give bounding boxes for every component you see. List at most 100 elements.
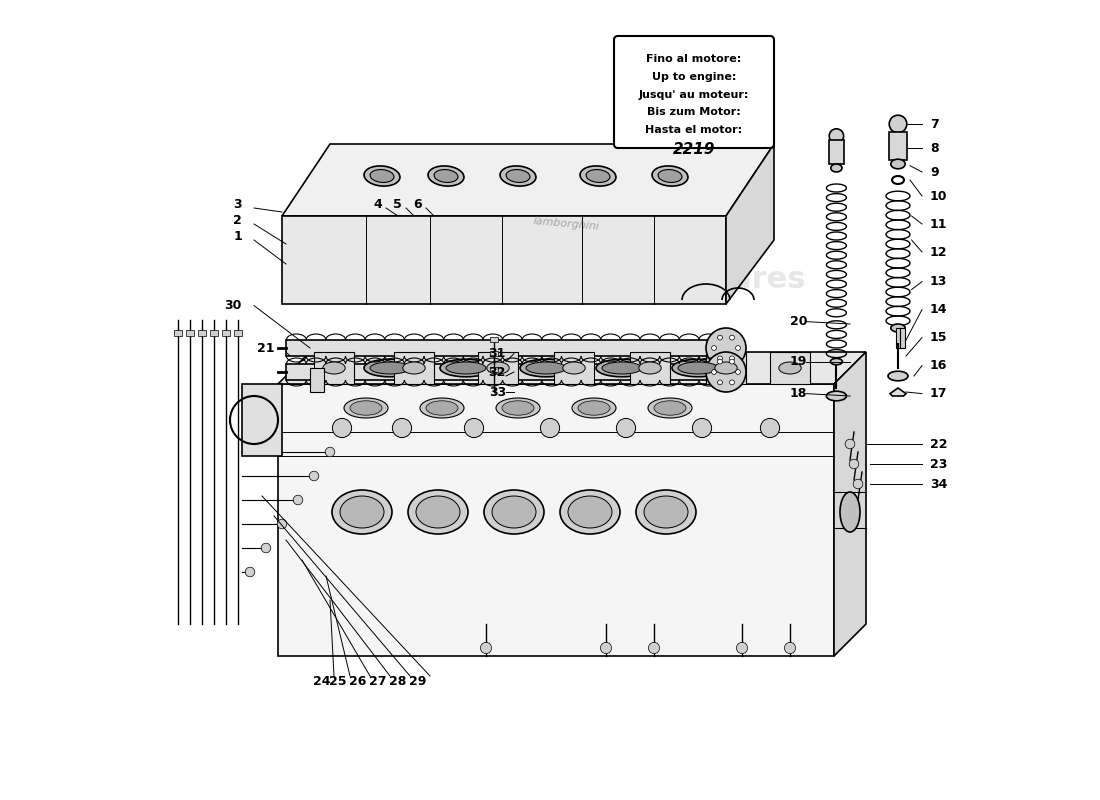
Circle shape: [717, 356, 723, 361]
Polygon shape: [278, 352, 866, 384]
Bar: [174, 330, 182, 336]
Text: 31: 31: [488, 347, 506, 360]
Ellipse shape: [830, 164, 842, 172]
Polygon shape: [282, 216, 726, 304]
Ellipse shape: [652, 166, 688, 186]
Circle shape: [245, 567, 255, 577]
Text: 15: 15: [930, 331, 947, 344]
Ellipse shape: [779, 362, 801, 374]
Text: 1: 1: [233, 230, 242, 242]
Text: 24: 24: [312, 675, 330, 688]
Circle shape: [309, 471, 319, 481]
Ellipse shape: [428, 166, 464, 186]
Bar: [310, 368, 324, 392]
Ellipse shape: [496, 398, 540, 418]
Text: 32: 32: [488, 366, 506, 378]
Bar: [490, 367, 498, 372]
Circle shape: [706, 352, 746, 392]
Text: 33: 33: [488, 386, 506, 398]
Ellipse shape: [526, 362, 566, 374]
Ellipse shape: [520, 359, 572, 377]
Polygon shape: [726, 144, 774, 304]
Text: 28: 28: [388, 675, 406, 688]
Text: lamborghini: lamborghini: [532, 216, 600, 232]
Circle shape: [326, 447, 334, 457]
Circle shape: [736, 370, 740, 374]
Polygon shape: [282, 144, 774, 216]
Text: Up to engine:: Up to engine:: [652, 72, 736, 82]
Circle shape: [717, 335, 723, 340]
Circle shape: [717, 359, 723, 364]
Ellipse shape: [580, 166, 616, 186]
Circle shape: [692, 418, 712, 438]
Ellipse shape: [420, 398, 464, 418]
Ellipse shape: [572, 398, 616, 418]
Text: 34: 34: [930, 478, 947, 490]
Ellipse shape: [492, 496, 536, 528]
Circle shape: [712, 346, 716, 350]
Bar: [829, 140, 844, 164]
Circle shape: [736, 346, 740, 350]
Ellipse shape: [560, 490, 620, 534]
Text: eurospares: eurospares: [494, 506, 686, 534]
Ellipse shape: [586, 170, 611, 182]
Ellipse shape: [891, 159, 905, 169]
Bar: [490, 337, 498, 342]
Ellipse shape: [715, 362, 737, 374]
Circle shape: [464, 418, 484, 438]
Ellipse shape: [340, 496, 384, 528]
Ellipse shape: [636, 490, 696, 534]
Text: 17: 17: [930, 387, 947, 400]
Text: eurospares: eurospares: [614, 266, 806, 294]
Text: Hasta el motor:: Hasta el motor:: [646, 125, 742, 135]
Text: 8: 8: [930, 142, 938, 154]
Circle shape: [717, 380, 723, 385]
Ellipse shape: [644, 496, 688, 528]
Circle shape: [277, 519, 287, 529]
Text: 23: 23: [930, 458, 947, 470]
Ellipse shape: [648, 398, 692, 418]
Text: 2: 2: [233, 214, 242, 226]
Text: 3: 3: [233, 198, 242, 210]
Text: 21: 21: [256, 342, 274, 354]
Ellipse shape: [370, 170, 394, 182]
Text: 26: 26: [349, 675, 366, 688]
Circle shape: [712, 370, 716, 374]
Ellipse shape: [502, 401, 534, 415]
Ellipse shape: [578, 401, 610, 415]
Ellipse shape: [487, 362, 509, 374]
Circle shape: [729, 359, 735, 364]
Ellipse shape: [344, 398, 388, 418]
Circle shape: [540, 418, 560, 438]
Bar: [554, 352, 594, 384]
Ellipse shape: [672, 359, 724, 377]
Bar: [286, 364, 726, 380]
Ellipse shape: [364, 166, 400, 186]
Ellipse shape: [891, 324, 905, 332]
Ellipse shape: [364, 359, 416, 377]
Ellipse shape: [658, 170, 682, 182]
Ellipse shape: [568, 496, 612, 528]
Bar: [198, 330, 206, 336]
Text: 11: 11: [930, 218, 947, 230]
Text: 10: 10: [930, 190, 947, 202]
Circle shape: [706, 328, 746, 368]
Bar: [901, 328, 905, 348]
Text: 27: 27: [368, 675, 386, 688]
Text: 16: 16: [930, 359, 947, 372]
Bar: [889, 132, 906, 160]
Ellipse shape: [500, 166, 536, 186]
Bar: [706, 352, 746, 384]
Text: 4: 4: [373, 198, 382, 210]
Ellipse shape: [602, 362, 642, 374]
Ellipse shape: [888, 371, 907, 381]
Ellipse shape: [596, 359, 648, 377]
Bar: [770, 352, 810, 384]
Text: 9: 9: [930, 166, 938, 178]
Text: 6: 6: [414, 198, 422, 210]
Ellipse shape: [829, 129, 844, 143]
Circle shape: [294, 495, 302, 505]
FancyBboxPatch shape: [614, 36, 774, 148]
Ellipse shape: [830, 358, 843, 365]
Ellipse shape: [840, 492, 860, 532]
